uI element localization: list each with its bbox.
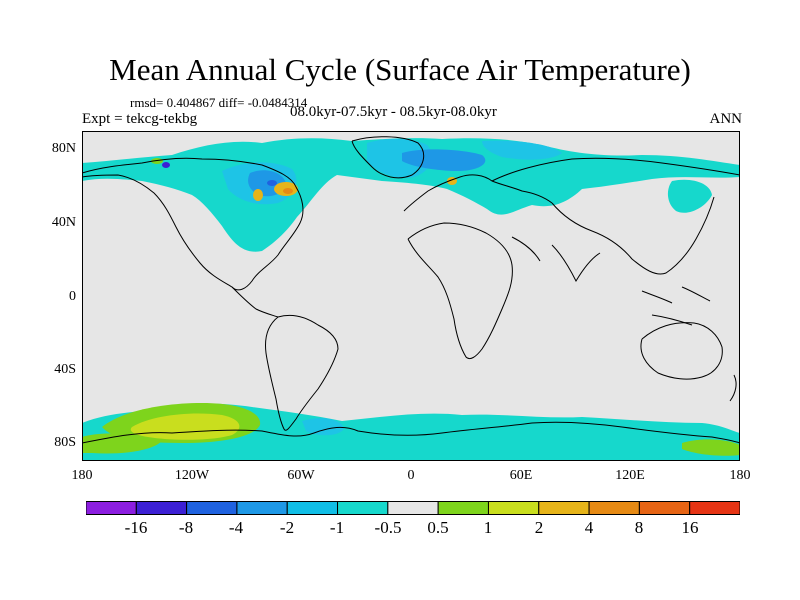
colorbar-box-1 <box>135 501 188 515</box>
alaska-blue-spot <box>162 162 170 168</box>
colorbar-label-neg2: -2 <box>279 518 295 537</box>
europe-coast <box>403 174 553 212</box>
world-map <box>82 131 740 461</box>
colorbar-label-4: 4 <box>584 518 594 537</box>
plot-title: Mean Annual Cycle (Surface Air Temperatu… <box>109 52 691 87</box>
colorbar-label-8: 8 <box>634 518 644 537</box>
colorbar-box-11 <box>638 501 691 515</box>
colorbar-box-7 <box>437 501 489 515</box>
colorbar-label-2: 2 <box>534 518 544 537</box>
season-label: ANN <box>709 111 743 127</box>
colorbar-label-neg05: -0.5 <box>374 518 402 537</box>
colorbar-box-9 <box>538 501 590 515</box>
ross-green-field <box>82 433 162 454</box>
greenland-coast <box>351 136 425 179</box>
coastlines <box>82 136 740 444</box>
lon-label-60e: 60E <box>509 468 533 483</box>
period-label: 08.0kyr-07.5kyr - 08.5kyr-08.0kyr <box>290 104 497 120</box>
lon-label-180e: 180 <box>729 468 751 483</box>
colorbar-box-12 <box>689 501 740 515</box>
southern-pacific-yellowgreen-field <box>130 413 240 440</box>
asia-coast <box>491 157 740 275</box>
scandinavia-blue-field <box>402 149 486 171</box>
colorbar-box-2 <box>186 501 238 515</box>
colorbar-label-neg16: -16 <box>124 518 148 537</box>
maritime-asia-coast <box>641 286 711 326</box>
colorbar-label-1: 1 <box>483 518 493 537</box>
arabia-india-coast <box>511 236 601 283</box>
australia-coast <box>640 322 723 380</box>
lat-label-80n: 80N <box>51 141 76 156</box>
lat-label-80s: 80S <box>54 435 76 450</box>
lat-label-40s: 40S <box>54 362 76 377</box>
anomaly-fields <box>82 138 740 461</box>
stats-text: rmsd= 0.404867 diff= -0.0484314 <box>130 95 308 110</box>
colorbar-box-3 <box>236 501 288 515</box>
antarctica-coast <box>82 421 740 444</box>
africa-coast <box>407 222 513 360</box>
weddell-cyan-field <box>302 418 344 436</box>
colorbar-box-6 <box>387 501 439 515</box>
experiment-label: Expt = tekcg-tekbg <box>82 111 198 127</box>
colorbar <box>86 501 740 515</box>
colorbar-box-4 <box>286 501 339 515</box>
central-america-coast <box>231 286 279 318</box>
alaska-green-spot <box>151 158 163 164</box>
colorbar-label-neg8: -8 <box>178 518 194 537</box>
north-america-coast <box>82 157 304 291</box>
colorbar-box-0 <box>86 501 137 515</box>
south-america-coast <box>265 314 339 431</box>
greenland-cyan-field <box>367 138 433 179</box>
new-zealand-coast <box>729 374 737 402</box>
lat-label-40n: 40N <box>51 215 76 230</box>
hudson-orange-spot <box>283 188 293 194</box>
colorbar-boxes <box>86 501 740 515</box>
east-asia-cyan-field <box>667 179 712 213</box>
canada-darkblue-spot <box>267 180 277 186</box>
colorbar-label-05: 0.5 <box>427 518 449 537</box>
colorbar-box-10 <box>588 501 640 515</box>
colorbar-label-neg1: -1 <box>329 518 345 537</box>
lon-label-180w: 180 <box>71 468 93 483</box>
canada-yellow-spot <box>253 189 263 201</box>
lon-label-60w: 60W <box>287 468 315 483</box>
siberia-blue-field <box>482 140 562 160</box>
colorbar-box-5 <box>337 501 389 515</box>
lon-label-120e: 120E <box>615 468 645 483</box>
map-frame <box>82 131 740 461</box>
lat-label-0: 0 <box>69 289 76 304</box>
lon-label-120w: 120W <box>174 468 210 483</box>
colorbar-box-8 <box>487 501 540 515</box>
colorbar-label-16: 16 <box>681 518 699 537</box>
colorbar-label-neg4: -4 <box>228 518 244 537</box>
antarctic-green-field <box>682 439 740 456</box>
lon-label-0: 0 <box>407 468 415 483</box>
